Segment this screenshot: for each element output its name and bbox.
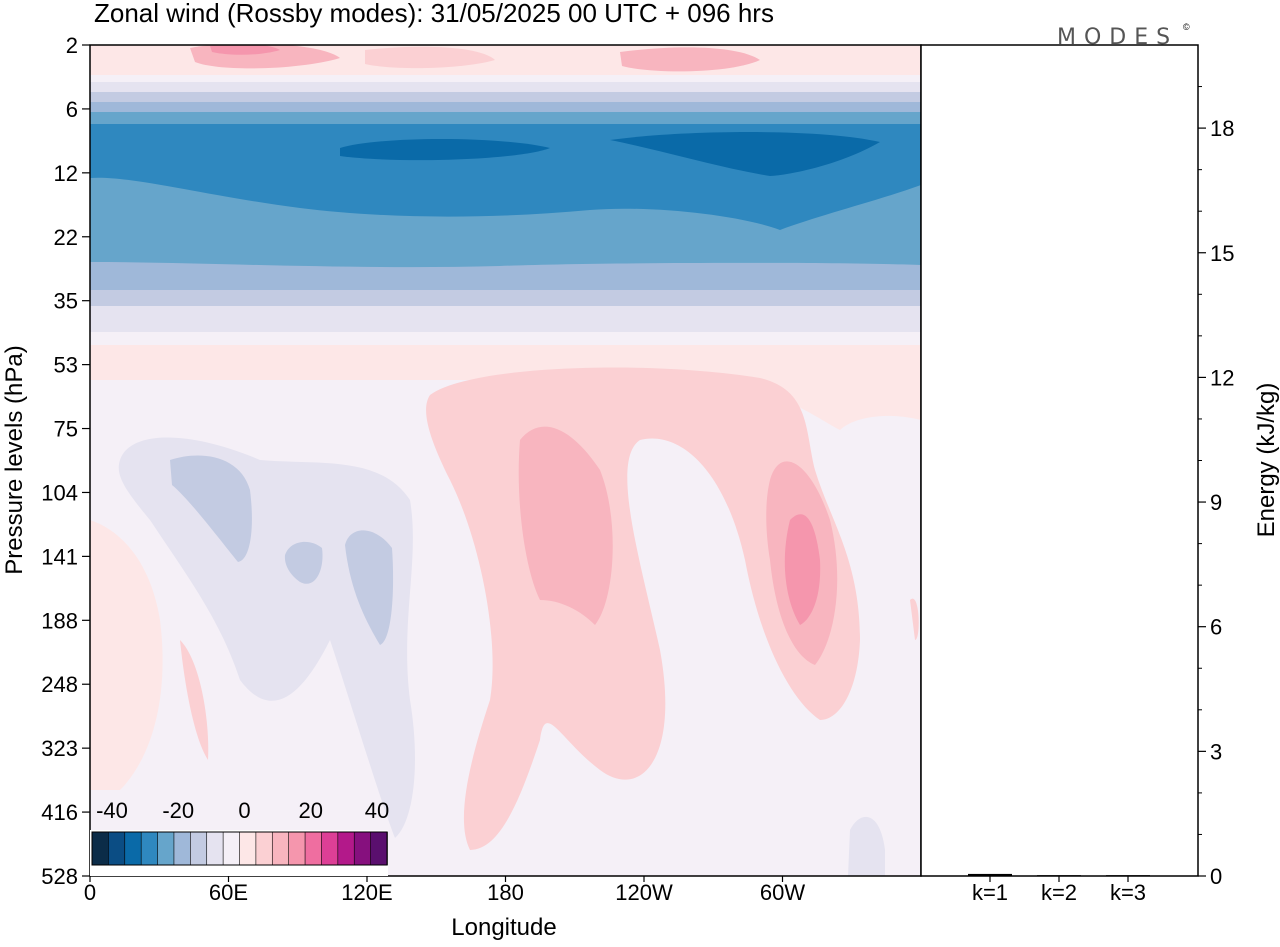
contour-band bbox=[90, 520, 163, 790]
energy-tick-label: 9 bbox=[1210, 490, 1222, 515]
contour-band bbox=[340, 139, 550, 161]
pressure-tick-label: 35 bbox=[54, 289, 78, 314]
colorbar-cell bbox=[255, 831, 274, 866]
colorbar-cell bbox=[370, 831, 388, 866]
pressure-tick-label: 416 bbox=[41, 800, 78, 825]
contour-band bbox=[210, 45, 280, 55]
contour-band bbox=[90, 102, 921, 112]
contour-band bbox=[620, 47, 760, 72]
pressure-tick-label: 104 bbox=[41, 480, 78, 505]
contour-band bbox=[90, 345, 921, 430]
colorbar-frame bbox=[91, 831, 388, 866]
longitude-tick-label: 180 bbox=[487, 880, 524, 905]
colorbar-tick-label: -40 bbox=[96, 798, 128, 823]
colorbar-cell bbox=[239, 831, 257, 866]
longitude-axis-label: Longitude bbox=[451, 914, 556, 941]
energy-tick-label: 6 bbox=[1210, 615, 1222, 640]
colorbar-cell bbox=[206, 831, 224, 866]
contour-band bbox=[90, 112, 921, 124]
colorbar-ticks: -40 -20 0 20 40 bbox=[96, 798, 389, 823]
contour-band bbox=[170, 455, 252, 562]
pressure-tick-label: 141 bbox=[41, 544, 78, 569]
energy-panel: 0 3 6 9 12 15 18 k=1 k=2 k=3 Energy (kJ/kg) bbox=[920, 44, 1280, 905]
colorbar-cell bbox=[108, 831, 126, 866]
longitude-tick-label: 120W bbox=[615, 880, 673, 905]
contour-band bbox=[118, 437, 415, 838]
energy-bar bbox=[1106, 875, 1150, 877]
contour-plot bbox=[89, 44, 922, 877]
colorbar-cell bbox=[157, 831, 175, 866]
pressure-tick-label: 2 bbox=[66, 33, 78, 58]
energy-categories: k=1 k=2 k=3 bbox=[972, 876, 1146, 905]
energy-category-label: k=3 bbox=[1110, 880, 1146, 905]
longitude-axis: 0 60E 120E 180 120W 60W bbox=[84, 876, 805, 905]
contour-band bbox=[90, 262, 921, 290]
contour-band bbox=[910, 598, 919, 640]
colorbar-cell bbox=[337, 831, 356, 866]
energy-tick-label: 15 bbox=[1210, 241, 1234, 266]
pressure-tick-label: 53 bbox=[54, 353, 78, 378]
contour-band bbox=[518, 426, 613, 625]
energy-axis: 0 3 6 9 12 15 18 bbox=[1198, 86, 1234, 889]
energy-tick-label: 12 bbox=[1210, 365, 1234, 390]
pressure-axis-label: Pressure levels (hPa) bbox=[1, 345, 28, 574]
colorbar-cell bbox=[91, 831, 110, 866]
energy-axis-label: Energy (kJ/kg) bbox=[1253, 383, 1280, 538]
colorbar-cell bbox=[190, 831, 208, 866]
pressure-tick-label: 248 bbox=[41, 672, 78, 697]
contour-band bbox=[180, 640, 209, 760]
pressure-tick-label: 22 bbox=[54, 225, 78, 250]
colorbar-cell bbox=[124, 831, 142, 866]
pressure-tick-label: 528 bbox=[41, 864, 78, 889]
colorbar-tick-label: 20 bbox=[299, 798, 323, 823]
colorbar-cell bbox=[173, 831, 192, 866]
energy-tick-label: 18 bbox=[1210, 116, 1234, 141]
contour-band bbox=[345, 530, 394, 645]
pressure-tick-label: 6 bbox=[66, 97, 78, 122]
longitude-tick-label: 60W bbox=[760, 880, 805, 905]
colorbar-cell bbox=[288, 831, 306, 866]
colorbar: -40 -20 0 20 40 bbox=[90, 798, 389, 876]
contour-band bbox=[784, 514, 821, 625]
energy-bar bbox=[1037, 875, 1081, 877]
colorbar-cell bbox=[353, 831, 372, 866]
contour-band bbox=[90, 82, 921, 92]
energy-frame bbox=[920, 44, 1199, 877]
pressure-tick-label: 188 bbox=[41, 608, 78, 633]
pressure-tick-label: 323 bbox=[41, 736, 78, 761]
chart-title: Zonal wind (Rossby modes): 31/05/2025 00… bbox=[94, 0, 774, 28]
longitude-tick-label: 0 bbox=[84, 880, 96, 905]
contour-band bbox=[610, 132, 880, 176]
contour-band bbox=[365, 46, 495, 69]
colorbar-tick-label: 40 bbox=[365, 798, 389, 823]
pressure-axis: 2 6 12 22 35 53 75 104 141 188 248 323 416 528 bbox=[41, 33, 90, 889]
energy-tick-label: 0 bbox=[1210, 864, 1222, 889]
energy-bars bbox=[968, 873, 1150, 877]
energy-bar bbox=[968, 873, 1012, 876]
colorbar-cell bbox=[222, 831, 241, 866]
contour-band bbox=[284, 541, 323, 584]
contour-band bbox=[848, 816, 885, 876]
energy-category-label: k=2 bbox=[1041, 880, 1077, 905]
energy-category-label: k=1 bbox=[972, 880, 1008, 905]
pressure-tick-label: 12 bbox=[54, 161, 78, 186]
colorbar-cell bbox=[271, 831, 290, 866]
colorbar-tick-label: -20 bbox=[162, 798, 194, 823]
colorbar-cell bbox=[140, 831, 159, 866]
colorbar-cells bbox=[91, 831, 388, 866]
longitude-tick-label: 120E bbox=[341, 880, 392, 905]
colorbar-cell bbox=[321, 831, 339, 866]
logo-copyright-mark: © bbox=[1183, 22, 1190, 32]
pressure-tick-label: 75 bbox=[54, 417, 78, 442]
colorbar-tick-label: 0 bbox=[238, 798, 250, 823]
colorbar-cell bbox=[304, 831, 323, 866]
contour-band bbox=[90, 92, 921, 102]
contour-band bbox=[90, 286, 921, 306]
longitude-tick-label: 60E bbox=[209, 880, 248, 905]
energy-tick-label: 3 bbox=[1210, 739, 1222, 764]
